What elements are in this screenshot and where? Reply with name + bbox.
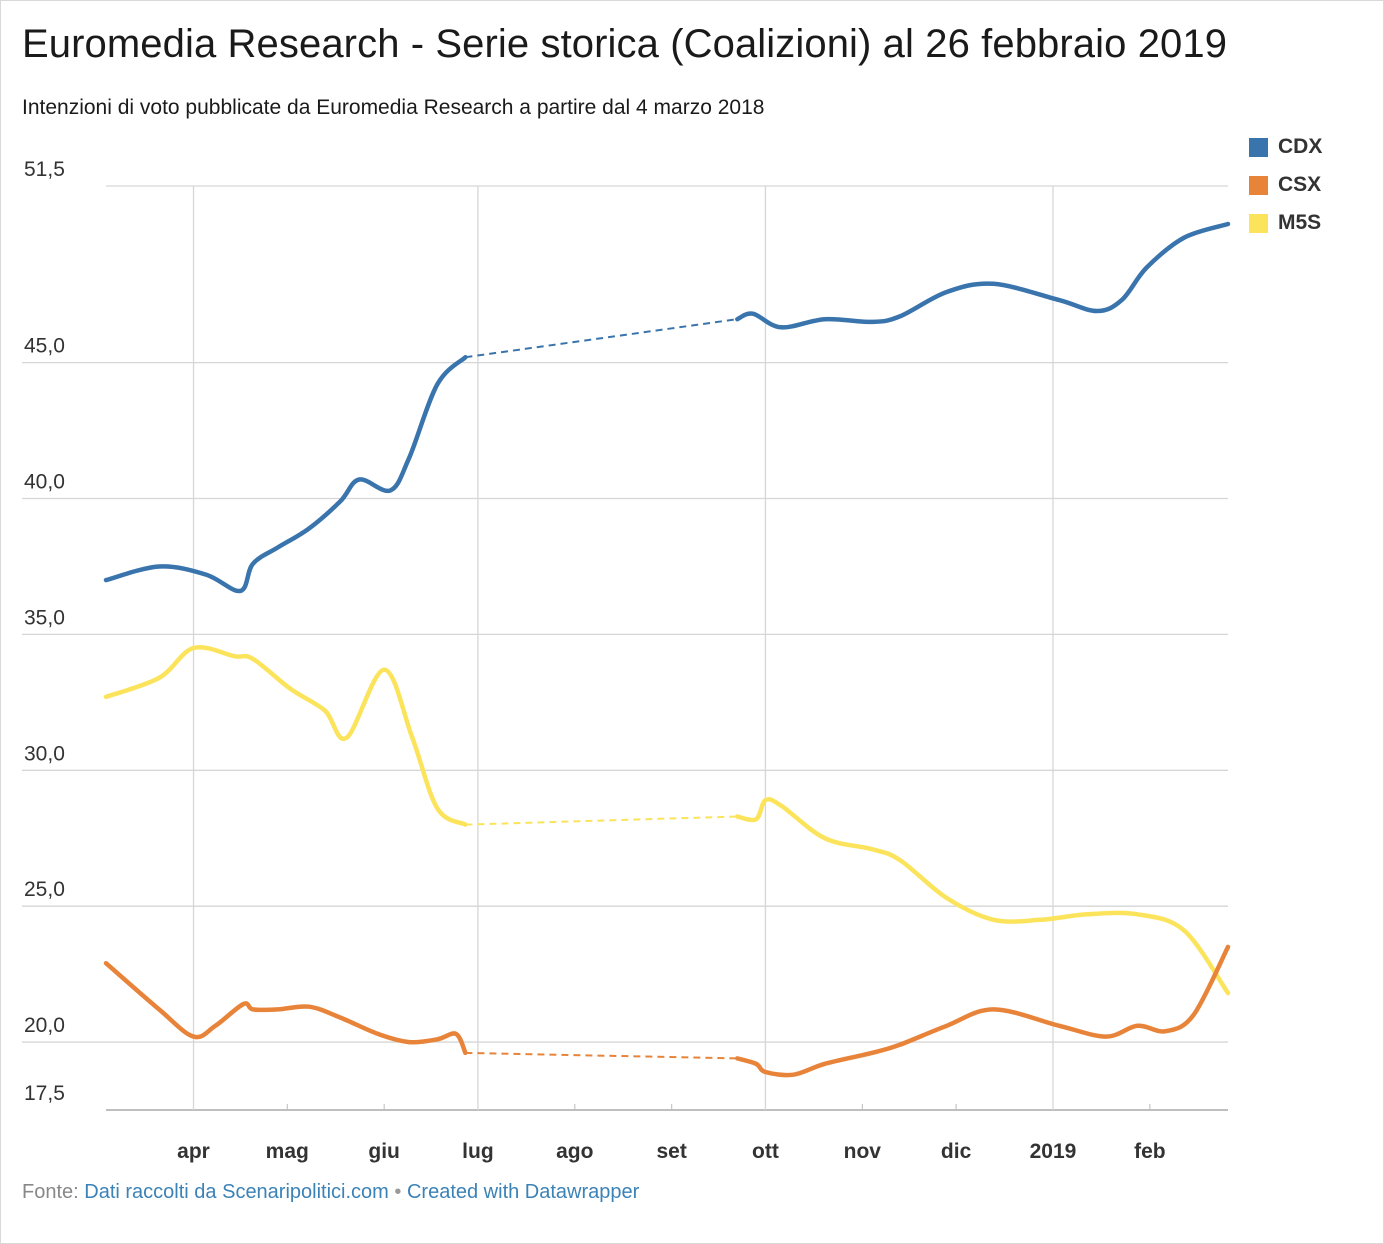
y-tick-label: 30,0 <box>24 742 65 765</box>
series-line-csx <box>103 960 468 1056</box>
y-tick-label: 20,0 <box>24 1014 65 1037</box>
source-link[interactable]: Dati raccolti da Scenaripolitici.com <box>84 1181 389 1203</box>
series-line-m5s <box>735 796 1231 996</box>
footer-separator: • <box>394 1181 402 1203</box>
y-tick-label: 35,0 <box>24 606 65 629</box>
y-tick-label: 51,5 <box>24 158 65 181</box>
x-tick-label: dic <box>941 1140 972 1163</box>
legend-swatch <box>1249 213 1268 233</box>
x-tick-label: apr <box>177 1140 210 1163</box>
legend-swatch <box>1249 137 1268 157</box>
legend-item-m5s: M5S <box>1249 204 1322 242</box>
legend-swatch <box>1249 175 1268 195</box>
x-tick-label: nov <box>844 1140 882 1163</box>
series-line-csx <box>735 944 1231 1078</box>
y-tick-label: 17,5 <box>24 1082 65 1105</box>
legend-item-cdx: CDX <box>1249 128 1322 166</box>
series-line-m5s <box>103 644 468 827</box>
x-tick-label: lug <box>462 1140 494 1163</box>
legend-label: CSX <box>1278 173 1322 196</box>
legend-item-csx: CSX <box>1249 166 1322 204</box>
series-line-cdx <box>103 354 468 594</box>
x-tick-label: ott <box>752 1140 779 1163</box>
x-tick-label: ago <box>556 1140 593 1163</box>
chart-title: Euromedia Research - Serie storica (Coal… <box>22 22 1228 66</box>
datawrapper-credit-link[interactable]: Created with Datawrapper <box>406 1181 640 1203</box>
y-tick-label: 25,0 <box>24 878 65 901</box>
series-gap-csx <box>465 1051 738 1060</box>
series-gap-cdx <box>465 318 738 359</box>
x-tick-label: giu <box>368 1140 400 1163</box>
y-tick-label: 45,0 <box>24 335 65 358</box>
x-tick-label: 2019 <box>1030 1140 1077 1163</box>
chart-legend: CDX CSX M5S <box>1249 128 1322 242</box>
legend-label: CDX <box>1278 135 1323 158</box>
series-gap-m5s <box>465 815 738 826</box>
x-tick-label: set <box>657 1140 687 1163</box>
chart-subtitle: Intenzioni di voto pubblicate da Euromed… <box>22 96 765 119</box>
chart-footer: Fonte: Dati raccolti da Scenaripolitici.… <box>22 1181 639 1204</box>
legend-label: M5S <box>1278 211 1322 234</box>
x-tick-label: feb <box>1134 1140 1166 1163</box>
y-tick-label: 40,0 <box>24 471 65 494</box>
series-line-cdx <box>735 221 1231 330</box>
x-tick-label: mag <box>266 1140 309 1163</box>
footer-prefix: Fonte: <box>22 1181 79 1203</box>
